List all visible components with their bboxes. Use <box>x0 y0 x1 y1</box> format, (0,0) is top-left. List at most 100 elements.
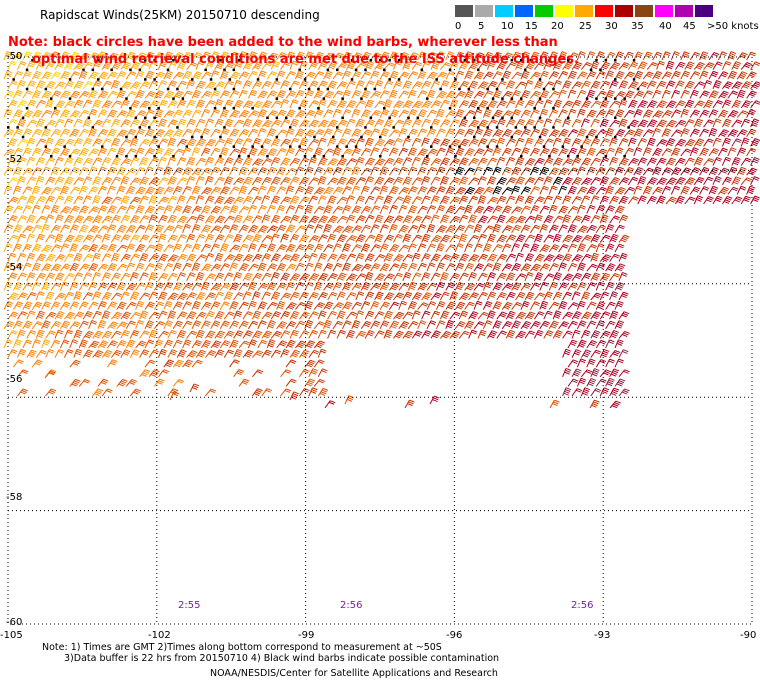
quality-flag-dot <box>91 68 95 72</box>
wind-barb <box>501 263 513 272</box>
wind-barb <box>680 108 690 118</box>
wind-barb <box>609 272 620 282</box>
wind-barb <box>210 70 220 80</box>
wind-barb <box>12 89 23 99</box>
wind-barb <box>426 243 437 253</box>
wind-barb <box>139 100 151 109</box>
wind-barb <box>482 108 492 118</box>
wind-barb <box>125 224 137 234</box>
wind-barb <box>332 302 344 310</box>
wind-barb <box>299 196 310 205</box>
wind-barb <box>73 177 85 186</box>
wind-barb <box>407 281 417 291</box>
wind-barb <box>101 272 111 282</box>
wind-barb <box>486 215 498 224</box>
wind-barb <box>430 157 442 166</box>
wind-barb <box>110 176 122 186</box>
wind-barb <box>511 51 522 61</box>
wind-barb <box>599 311 611 320</box>
wind-barb <box>44 370 56 379</box>
wind-barb <box>223 254 236 262</box>
wind-barb <box>116 378 128 387</box>
quality-flag-dot <box>477 126 480 129</box>
wind-barb <box>426 89 436 99</box>
wind-barb <box>111 311 123 320</box>
wind-barb <box>106 205 117 214</box>
wind-barb <box>200 339 212 349</box>
wind-barb <box>313 340 326 349</box>
wind-barb <box>473 243 483 253</box>
wind-barb <box>473 223 483 233</box>
wind-barb <box>567 320 578 330</box>
wind-barb <box>511 129 523 138</box>
wind-barb <box>54 81 66 90</box>
wind-barb <box>332 71 344 80</box>
wind-barb <box>41 128 51 138</box>
wind-barb <box>270 214 281 224</box>
wind-barb <box>210 283 222 291</box>
wind-barb <box>242 311 254 320</box>
wind-barb <box>323 205 333 214</box>
wind-barb <box>515 330 527 339</box>
wind-barb <box>464 224 475 234</box>
wind-barb <box>139 156 149 166</box>
wind-barb <box>633 128 644 138</box>
wind-barb <box>327 158 339 166</box>
wind-barb <box>426 148 438 157</box>
wind-barb <box>88 301 99 310</box>
wind-barb <box>520 128 531 138</box>
quality-flag-dot <box>266 155 269 158</box>
quality-flag-dot <box>209 78 213 81</box>
wind-barb <box>69 224 79 234</box>
wind-barb <box>148 369 160 378</box>
wind-barb <box>247 89 258 99</box>
wind-barb <box>464 320 475 330</box>
wind-barb <box>590 60 600 70</box>
wind-barb <box>101 61 112 70</box>
wind-barb <box>97 205 108 214</box>
wind-barb <box>261 253 272 262</box>
wind-barb <box>251 61 263 70</box>
wind-barb <box>355 118 365 128</box>
colorbar-swatch <box>575 5 593 17</box>
wind-barb <box>571 81 583 90</box>
wind-barb <box>562 118 571 128</box>
wind-barb <box>69 205 81 214</box>
wind-barb <box>214 138 226 147</box>
wind-barb <box>280 118 291 128</box>
quality-flag-dot <box>364 87 367 91</box>
wind-barb <box>257 51 268 61</box>
wind-barb <box>78 379 91 387</box>
wind-barb <box>167 272 178 282</box>
wind-barb <box>276 70 286 80</box>
wind-barb <box>486 253 498 262</box>
quality-flag-dot <box>185 145 189 148</box>
wind-barb <box>543 81 555 90</box>
wind-barb <box>727 147 737 157</box>
wind-barb <box>511 166 521 176</box>
wind-barb <box>501 187 514 195</box>
wind-barb <box>468 214 478 224</box>
wind-barb <box>327 61 338 70</box>
wind-barb <box>242 234 254 243</box>
wind-barb <box>411 100 424 109</box>
wind-barb <box>341 166 352 176</box>
wind-barb <box>35 329 45 339</box>
wind-barb <box>637 137 648 147</box>
wind-barb <box>430 100 442 109</box>
wind-barb <box>280 176 291 186</box>
wind-barb <box>16 252 27 262</box>
wind-barb <box>59 70 71 80</box>
wind-barb <box>618 62 630 70</box>
wind-barb <box>533 80 544 90</box>
wind-barb <box>515 156 525 166</box>
wind-barb <box>590 252 600 262</box>
colorbar-label-20: 20 <box>551 21 564 32</box>
wind-barb <box>345 253 357 262</box>
wind-barb <box>407 128 418 138</box>
wind-barb <box>454 128 466 138</box>
wind-barb <box>257 225 269 234</box>
wind-barb <box>505 138 517 147</box>
colorbar-swatch <box>475 5 493 17</box>
